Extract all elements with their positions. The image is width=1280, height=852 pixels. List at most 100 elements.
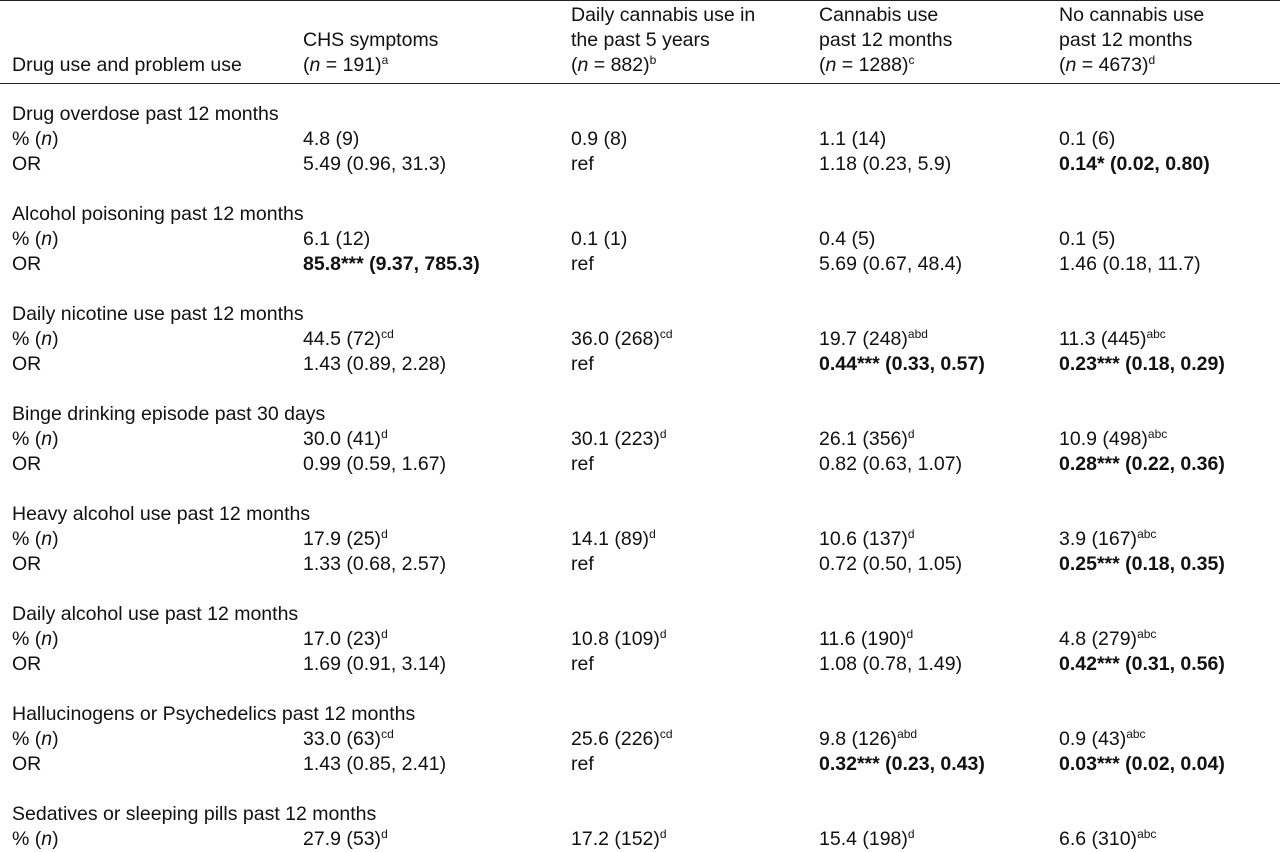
pct-cell: 44.5 (72)cd (303, 327, 394, 352)
pct-cell: 17.9 (25)d (303, 527, 388, 552)
n-symbol: n (577, 54, 589, 76)
footnote-marker: b (649, 53, 657, 67)
pct-label-suffix: ) (52, 528, 59, 550)
pct-value: 17.9 (25) (303, 528, 382, 550)
pct-value: 10.6 (137) (819, 528, 908, 550)
section-title: Drug overdose past 12 months (12, 103, 279, 125)
pct-cell: 1.1 (14) (819, 127, 886, 152)
or-cell: 1.69 (0.91, 3.14) (303, 653, 447, 675)
pct-label-prefix: % ( (12, 528, 42, 550)
pct-row-label: % (n) (12, 627, 59, 652)
column-header: Daily cannabis use in the past 5 years (n … (571, 3, 755, 78)
pct-cell: 36.0 (268)cd (571, 327, 673, 352)
pct-label-prefix: % ( (12, 828, 42, 850)
pct-label-prefix: % ( (12, 128, 42, 150)
pct-cell: 9.8 (126)abd (819, 727, 917, 752)
pct-label-prefix: % ( (12, 228, 42, 250)
pct-value: 9.8 (126) (819, 728, 898, 750)
pct-value: 0.9 (8) (571, 128, 628, 150)
significance-superscript: d (907, 827, 915, 841)
pct-value: 4.8 (9) (303, 128, 360, 150)
significance-superscript: abd (897, 727, 918, 741)
pct-cell: 10.8 (109)d (571, 627, 667, 652)
or-row-label: OR (12, 153, 42, 175)
or-cell: 0.14* (0.02, 0.80) (1059, 153, 1210, 175)
or-cell: 0.99 (0.59, 1.67) (303, 453, 447, 475)
significance-superscript: cd (381, 327, 394, 341)
pct-cell: 15.4 (198)d (819, 827, 915, 852)
column-header: CHS symptoms (n = 191)a (303, 3, 438, 78)
pct-cell: 33.0 (63)cd (303, 727, 394, 752)
pct-label-suffix: ) (52, 628, 59, 650)
pct-cell: 10.9 (498)abc (1059, 427, 1167, 452)
or-cell: 5.49 (0.96, 31.3) (303, 153, 447, 175)
n-value: = 191) (320, 54, 382, 76)
pct-cell: 25.6 (226)cd (571, 727, 673, 752)
pct-value: 3.9 (167) (1059, 528, 1138, 550)
or-cell: 85.8*** (9.37, 785.3) (303, 253, 480, 275)
pct-value: 4.8 (279) (1059, 628, 1138, 650)
pct-row-label: % (n) (12, 827, 59, 852)
significance-superscript: d (659, 427, 667, 441)
section-title: Binge drinking episode past 30 days (12, 403, 326, 425)
column-header-line2: CHS symptoms (303, 29, 439, 51)
n-paren-open: ( (819, 54, 826, 76)
section-title: Daily nicotine use past 12 months (12, 303, 304, 325)
or-row-label: OR (12, 553, 42, 575)
pct-label-suffix: ) (52, 728, 59, 750)
pct-label-prefix: % ( (12, 728, 42, 750)
or-cell: 0.32*** (0.23, 0.43) (819, 753, 985, 775)
significance-superscript: d (649, 527, 656, 541)
or-cell: 1.43 (0.85, 2.41) (303, 753, 447, 775)
footnote-marker: c (908, 53, 915, 67)
pct-cell: 11.6 (190)d (819, 627, 913, 652)
pct-cell: 14.1 (89)d (571, 527, 656, 552)
significance-superscript: cd (659, 727, 673, 741)
pct-label-prefix: % ( (12, 328, 42, 350)
section-title: Sedatives or sleeping pills past 12 mont… (12, 803, 377, 825)
pct-cell: 30.1 (223)d (571, 427, 667, 452)
or-cell: 0.42*** (0.31, 0.56) (1059, 653, 1225, 675)
pct-cell: 0.1 (1) (571, 227, 627, 252)
pct-cell: 11.3 (445)abc (1059, 327, 1166, 352)
pct-row-label: % (n) (12, 427, 59, 452)
pct-value: 14.1 (89) (571, 528, 650, 550)
column-header-line1: Daily cannabis use in (571, 4, 756, 26)
or-cell: 0.23*** (0.18, 0.29) (1059, 353, 1225, 375)
column-header-line2: past 12 months (819, 29, 953, 51)
or-row-label: OR (12, 453, 42, 475)
pct-value: 0.1 (5) (1059, 228, 1116, 250)
or-cell: 5.69 (0.67, 48.4) (819, 253, 963, 275)
pct-label-prefix: % ( (12, 428, 42, 450)
pct-row-label: % (n) (12, 127, 59, 152)
column-header-line2: past 12 months (1059, 29, 1193, 51)
column-header-n: (n = 191)a (303, 53, 438, 78)
pct-row-label: % (n) (12, 727, 59, 752)
pct-label-suffix: ) (52, 128, 59, 150)
pct-cell: 0.1 (5) (1059, 227, 1115, 252)
pct-value: 11.6 (190) (819, 628, 907, 650)
pct-label-n: n (41, 128, 53, 150)
significance-superscript: d (906, 627, 914, 641)
or-cell: ref (571, 453, 594, 475)
pct-cell: 0.4 (5) (819, 227, 875, 252)
or-cell: 0.82 (0.63, 1.07) (819, 453, 963, 475)
pct-value: 6.6 (310) (1059, 828, 1138, 850)
pct-label-n: n (41, 328, 53, 350)
pct-label-suffix: ) (52, 228, 59, 250)
significance-superscript: d (659, 627, 667, 641)
significance-superscript: d (381, 427, 388, 441)
footnote-marker: a (381, 53, 389, 67)
or-row-label: OR (12, 753, 42, 775)
pct-value: 30.0 (41) (303, 428, 382, 450)
pct-value: 36.0 (268) (571, 328, 660, 350)
pct-cell: 3.9 (167)abc (1059, 527, 1156, 552)
significance-superscript: abc (1146, 327, 1166, 341)
n-paren-open: ( (571, 54, 578, 76)
pct-label-n: n (41, 728, 53, 750)
column-header-n: (n = 4673)d (1059, 53, 1204, 78)
pct-value: 0.1 (6) (1059, 128, 1116, 150)
pct-value: 27.9 (53) (303, 828, 382, 850)
pct-value: 1.1 (14) (819, 128, 887, 150)
n-paren-open: ( (1059, 54, 1066, 76)
